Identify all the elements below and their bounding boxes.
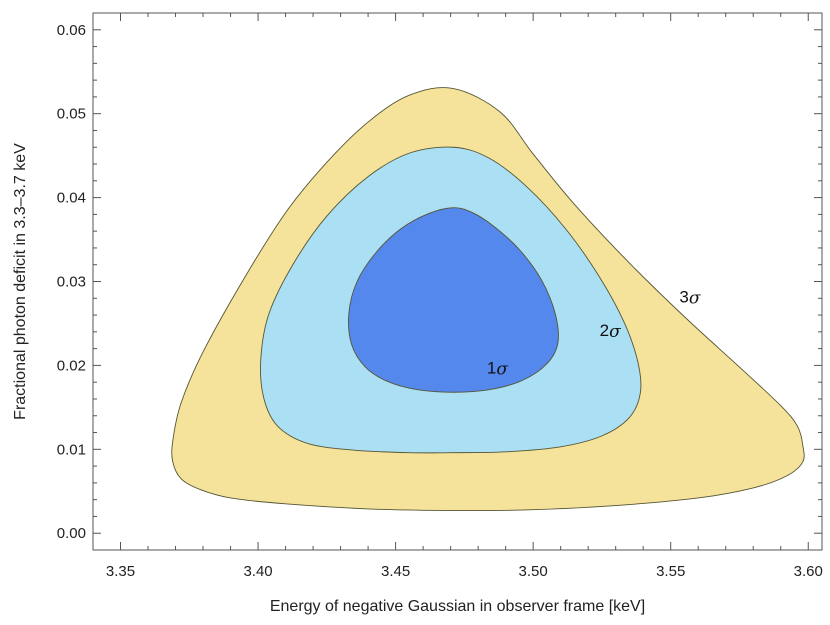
contour-labels: 3σ 2σ 1σ bbox=[487, 288, 701, 379]
contour-label-3sigma: 3σ bbox=[679, 288, 700, 308]
contour-label-2sigma: 2σ bbox=[600, 321, 621, 341]
x-tick-label: 3.55 bbox=[656, 563, 685, 580]
y-tick-label: 0.02 bbox=[57, 357, 86, 374]
x-axis-label: Energy of negative Gaussian in observer … bbox=[270, 598, 645, 615]
x-tick-label: 3.40 bbox=[243, 563, 272, 580]
x-tick-label: 3.60 bbox=[794, 563, 823, 580]
y-axis-label: Fractional photon deficit in 3.3–3.7 keV bbox=[12, 143, 29, 420]
x-tick-label: 3.35 bbox=[106, 563, 135, 580]
axis-ticks: 3.35 3.40 3.45 3.50 3.55 3.60 0.00 0.01 0.02 0.03… bbox=[57, 12, 823, 580]
contour-label-1sigma: 1σ bbox=[487, 359, 508, 379]
x-tick-label: 3.45 bbox=[381, 563, 410, 580]
y-tick-label: 0.00 bbox=[57, 525, 86, 542]
y-tick-label: 0.06 bbox=[57, 22, 86, 39]
contour-region-3 bbox=[348, 207, 559, 393]
y-tick-label: 0.05 bbox=[57, 106, 86, 123]
y-tick-label: 0.01 bbox=[57, 441, 86, 458]
y-tick-label: 0.03 bbox=[57, 274, 86, 291]
contour-regions bbox=[171, 87, 805, 512]
x-tick-label: 3.50 bbox=[519, 563, 548, 580]
y-tick-label: 0.04 bbox=[57, 190, 86, 207]
